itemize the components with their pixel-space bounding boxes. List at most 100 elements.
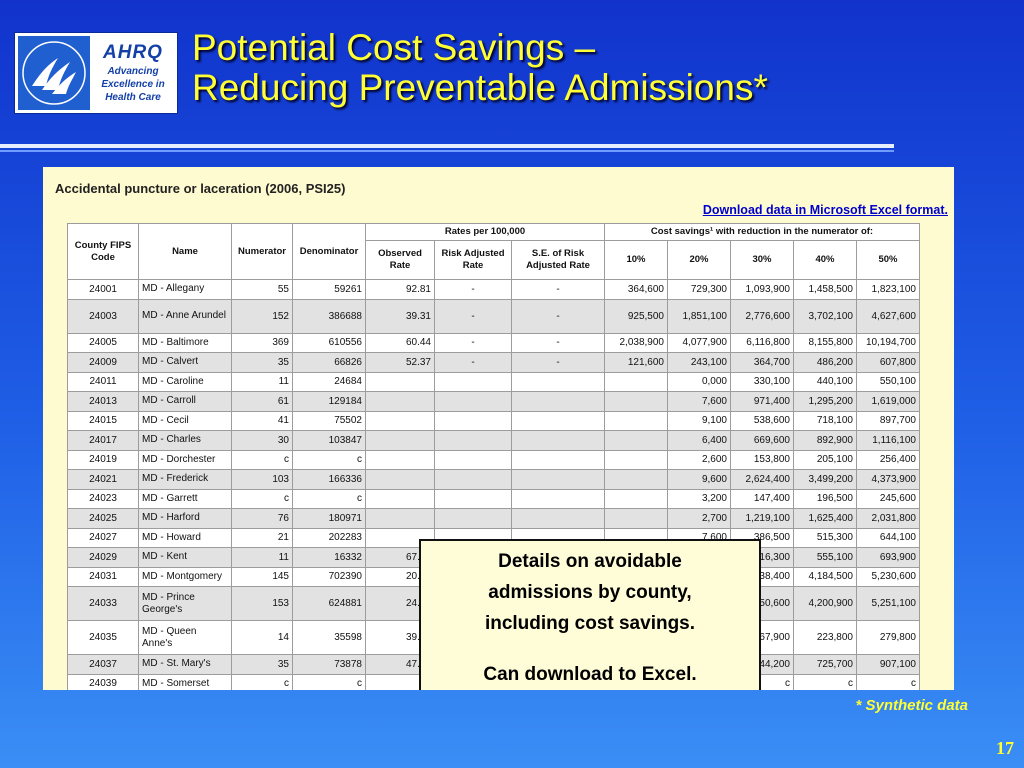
cell-s40: 196,500 bbox=[793, 488, 857, 509]
header-numerator: Numerator bbox=[231, 223, 293, 280]
cell-s50: 907,100 bbox=[856, 654, 920, 675]
cell-s40: 205,100 bbox=[793, 449, 857, 470]
slide-title-line-2: Reducing Preventable Admissions* bbox=[192, 67, 768, 108]
cell-s50: 1,823,100 bbox=[856, 279, 920, 300]
cell-s30: 538,600 bbox=[730, 410, 794, 431]
cell-num: 41 bbox=[231, 410, 293, 431]
download-excel-link[interactable]: Download data in Microsoft Excel format. bbox=[702, 203, 948, 217]
table-row: 24017 MD - Charles 30 103847 6,400 669,600 892… bbox=[67, 430, 920, 451]
ahrq-tagline-3: Health Care bbox=[105, 92, 161, 103]
cell-num: 21 bbox=[231, 527, 293, 548]
cell-s10 bbox=[604, 469, 668, 490]
header-fips: County FIPS Code bbox=[67, 223, 139, 280]
cell-fips: 24017 bbox=[67, 430, 139, 451]
table-row: 24023 MD - Garrett c c 3,200 147,400 196,500 24… bbox=[67, 488, 920, 509]
cell-name: MD - Prince George's bbox=[138, 586, 232, 621]
cell-num: 152 bbox=[231, 298, 293, 334]
cell-num: 145 bbox=[231, 566, 293, 587]
cell-ra: - bbox=[434, 279, 512, 300]
cell-se: - bbox=[511, 298, 605, 334]
cell-s10 bbox=[604, 449, 668, 470]
cost-savings-table: County FIPS Code Name Numerator Denomina… bbox=[67, 223, 920, 690]
cell-s50: 644,100 bbox=[856, 527, 920, 548]
cell-den: c bbox=[292, 673, 366, 690]
cell-num: c bbox=[231, 673, 293, 690]
cell-den: c bbox=[292, 449, 366, 470]
cell-ra bbox=[434, 449, 512, 470]
cell-obs: 39.31 bbox=[365, 298, 435, 334]
cell-s20: 9,600 bbox=[667, 469, 731, 490]
cell-ra bbox=[434, 469, 512, 490]
ahrq-tagline-1: Advancing bbox=[107, 66, 159, 77]
cell-ra bbox=[434, 391, 512, 412]
cell-se bbox=[511, 469, 605, 490]
table-row: 24009 MD - Calvert 35 66826 52.37- -121,600 24… bbox=[67, 352, 920, 373]
cell-s20: 729,300 bbox=[667, 279, 731, 300]
cell-den: 386688 bbox=[292, 298, 366, 334]
cell-se: - bbox=[511, 352, 605, 373]
table-row: 24011 MD - Caroline 11 24684 0,000 330,100 440… bbox=[67, 371, 920, 392]
cell-ra: - bbox=[434, 352, 512, 373]
cell-s10: 925,500 bbox=[604, 298, 668, 334]
callout-line-1: Details on avoidable bbox=[498, 551, 682, 572]
header-denominator: Denominator bbox=[292, 223, 366, 280]
cell-fips: 24039 bbox=[67, 673, 139, 690]
cell-se bbox=[511, 391, 605, 412]
cell-se: - bbox=[511, 332, 605, 353]
cell-s10: 121,600 bbox=[604, 352, 668, 373]
header-group-rates: Rates per 100,000 bbox=[365, 223, 605, 241]
cell-name: MD - Calvert bbox=[138, 352, 232, 373]
cell-s50: 1,619,000 bbox=[856, 391, 920, 412]
cell-se bbox=[511, 449, 605, 470]
cell-s20: 6,400 bbox=[667, 430, 731, 451]
cell-ra bbox=[434, 488, 512, 509]
cell-den: 624881 bbox=[292, 586, 366, 621]
table-row: 24001 MD - Allegany 55 59261 92.81- -364,600 7… bbox=[67, 279, 920, 300]
cell-s50: 5,230,600 bbox=[856, 566, 920, 587]
table-row: 24015 MD - Cecil 41 75502 9,100 538,600 718,10… bbox=[67, 410, 920, 431]
cell-s10 bbox=[604, 508, 668, 529]
cell-s10 bbox=[604, 391, 668, 412]
cell-s10: 364,600 bbox=[604, 279, 668, 300]
header-30pct: 30% bbox=[730, 240, 794, 280]
cell-s20: 0,000 bbox=[667, 371, 731, 392]
cell-s40: 3,499,200 bbox=[793, 469, 857, 490]
cell-s50: c bbox=[856, 673, 920, 690]
cell-s40: 555,100 bbox=[793, 547, 857, 568]
cell-s30: 153,800 bbox=[730, 449, 794, 470]
table-row: 24003 MD - Anne Arundel 152 386688 39.31- -92… bbox=[67, 298, 920, 334]
cell-den: 103847 bbox=[292, 430, 366, 451]
cell-s30: 1,219,100 bbox=[730, 508, 794, 529]
ahrq-logo: AHRQ Advancing Excellence in Health Care bbox=[93, 36, 173, 110]
cell-den: 702390 bbox=[292, 566, 366, 587]
title-divider-shadow bbox=[0, 150, 894, 152]
cell-s50: 2,031,800 bbox=[856, 508, 920, 529]
cell-name: MD - Frederick bbox=[138, 469, 232, 490]
cell-s50: 279,800 bbox=[856, 620, 920, 655]
cell-s20: 243,100 bbox=[667, 352, 731, 373]
cell-s40: 1,295,200 bbox=[793, 391, 857, 412]
cell-obs bbox=[365, 410, 435, 431]
cell-s30: 2,776,600 bbox=[730, 298, 794, 334]
cell-ra bbox=[434, 410, 512, 431]
cell-fips: 24027 bbox=[67, 527, 139, 548]
cell-s50: 10,194,700 bbox=[856, 332, 920, 353]
cell-s10: 2,038,900 bbox=[604, 332, 668, 353]
cell-num: 369 bbox=[231, 332, 293, 353]
cell-den: 610556 bbox=[292, 332, 366, 353]
cell-s20: 1,851,100 bbox=[667, 298, 731, 334]
cell-name: MD - Allegany bbox=[138, 279, 232, 300]
cell-s40: 440,100 bbox=[793, 371, 857, 392]
cell-name: MD - Dorchester bbox=[138, 449, 232, 470]
slide-title-line-1: Potential Cost Savings – bbox=[192, 27, 596, 68]
cell-fips: 24025 bbox=[67, 508, 139, 529]
cell-s40: 718,100 bbox=[793, 410, 857, 431]
cell-s10 bbox=[604, 410, 668, 431]
cell-obs bbox=[365, 391, 435, 412]
header-group-savings: Cost savings¹ with reduction in the nume… bbox=[604, 223, 920, 241]
cell-name: MD - Charles bbox=[138, 430, 232, 451]
ahrq-logo-name: AHRQ bbox=[103, 42, 163, 63]
cell-name: MD - St. Mary's bbox=[138, 654, 232, 675]
cell-name: MD - Caroline bbox=[138, 371, 232, 392]
cell-obs: 67.35 bbox=[365, 547, 435, 568]
